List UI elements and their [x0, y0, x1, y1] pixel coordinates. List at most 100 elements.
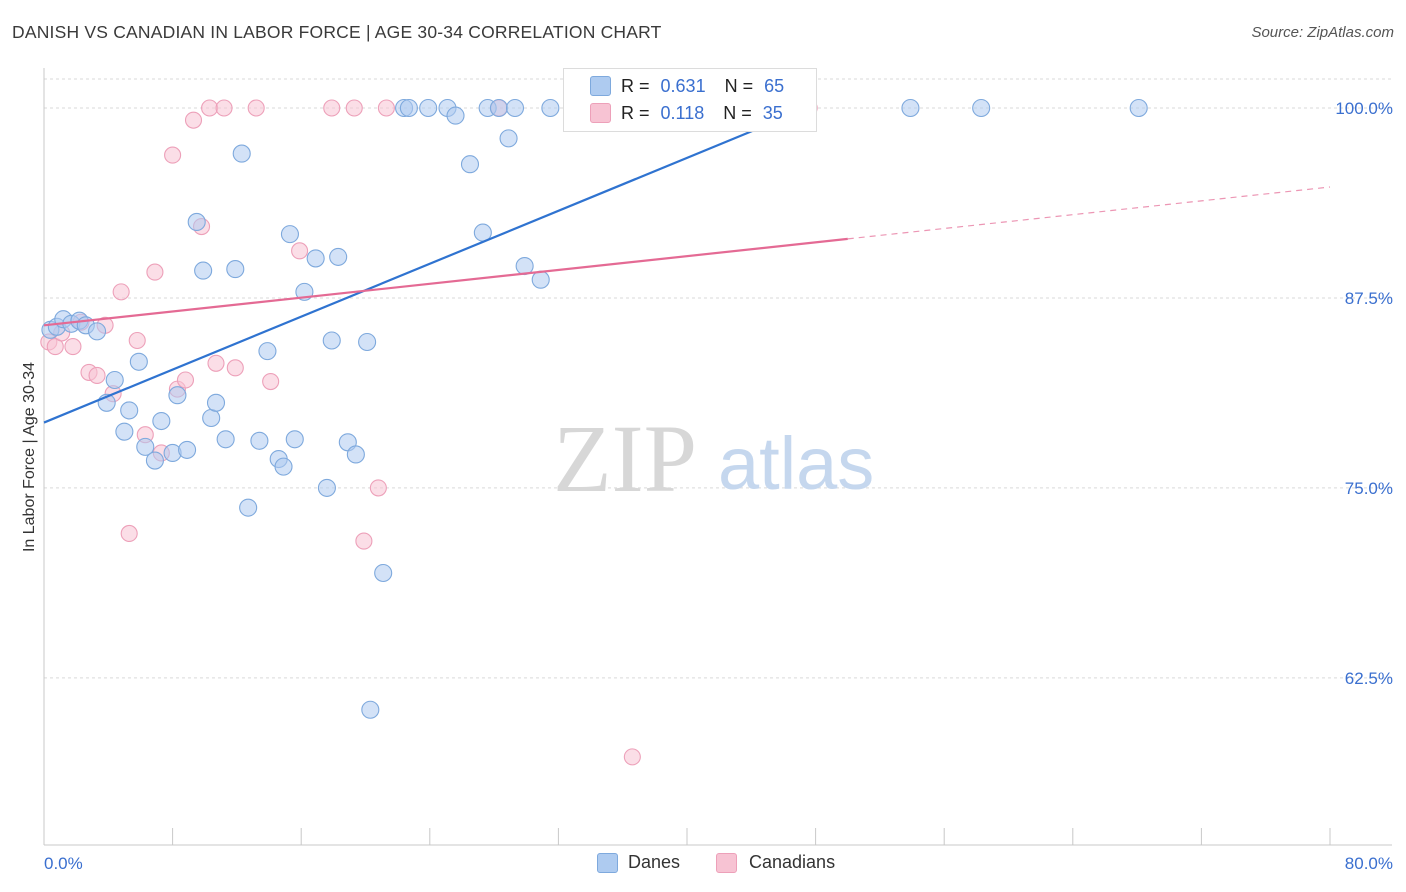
y-tick-label: 62.5% [1345, 669, 1393, 688]
dane-point [399, 98, 418, 118]
dane-point [285, 430, 304, 449]
source-label: Source: ZipAtlas.com [1251, 24, 1394, 41]
y-tick-label: 75.0% [1345, 479, 1393, 498]
canadian-point [88, 366, 106, 384]
canadian-point [46, 338, 64, 356]
canadian-point [207, 354, 225, 372]
dane-point [358, 332, 377, 352]
r-label: R = [621, 76, 650, 96]
x-tick-label: 0.0% [44, 854, 83, 873]
danes-swatch [590, 76, 611, 96]
canadian-point [215, 99, 233, 117]
canadian-point [377, 99, 395, 117]
watermark: ZIP atlas [553, 405, 874, 512]
dane-point [178, 440, 197, 459]
dane-point [206, 393, 226, 412]
canadians-trend-extension [847, 186, 1331, 240]
danes-legend-swatch [597, 853, 618, 873]
dane-point [152, 411, 171, 431]
dane-point [226, 260, 245, 279]
dane-point [499, 129, 518, 148]
dane-point [541, 98, 560, 118]
dane-point [232, 144, 251, 163]
canadians-swatch [590, 103, 611, 123]
canadian-point [247, 99, 265, 117]
dane-point [202, 408, 221, 428]
dane-point [87, 322, 107, 341]
r-value: 0.631 [660, 76, 706, 96]
canadian-point [262, 372, 280, 391]
canadian-point [201, 99, 219, 117]
canadians-points [40, 99, 818, 766]
canadians-trend-line [43, 237, 848, 327]
dane-point [129, 352, 148, 371]
dane-point [306, 249, 325, 268]
canadian-point [164, 146, 182, 164]
canadian-point [291, 242, 309, 260]
danes-points [41, 98, 1148, 719]
legend-row-canadians: R = 0.118 N = 35 [621, 103, 783, 124]
dane-point [346, 445, 365, 464]
canadian-point [226, 359, 244, 377]
danes-legend-label: Danes [628, 852, 681, 872]
legend-row-danes: R = 0.631 N = 65 [621, 76, 784, 97]
dane-point [374, 563, 393, 583]
canadians-legend-label: Canadians [749, 852, 836, 872]
y-axis-label: In Labor Force | Age 30-34 [21, 361, 38, 553]
dane-point [145, 451, 164, 470]
y-tick-label: 87.5% [1345, 289, 1393, 308]
x-tick-labels: 0.0% 80.0% [44, 854, 1393, 873]
n-value: 35 [762, 103, 783, 123]
dane-point [239, 498, 258, 517]
canadian-point [345, 99, 363, 117]
dane-point [901, 98, 920, 118]
dane-point [216, 430, 235, 449]
dane-point [258, 342, 277, 361]
chart-title: DANISH VS CANADIAN IN LABOR FORCE | AGE … [12, 22, 662, 42]
x-tick-label: 80.0% [1345, 854, 1393, 873]
dane-point [194, 261, 213, 280]
canadians-legend-swatch [716, 853, 737, 873]
dane-point [531, 270, 550, 289]
canadian-point [146, 263, 164, 281]
canadian-point [120, 524, 138, 543]
dane-point [329, 247, 348, 266]
dane-point [136, 437, 155, 456]
r-value: 0.118 [660, 103, 705, 123]
dane-point [115, 422, 134, 441]
canadian-point [64, 338, 82, 356]
y-tick-labels: 100.0% 87.5% 75.0% 62.5% [1335, 99, 1393, 688]
axes [43, 68, 1392, 846]
n-value: 65 [764, 76, 785, 96]
danes-trend-line [43, 103, 817, 424]
n-label: N = [723, 103, 752, 123]
dane-point [460, 155, 480, 174]
watermark-zip: ZIP [553, 405, 697, 512]
watermark-atlas: atlas [718, 422, 874, 505]
dane-point [322, 331, 341, 350]
trend-lines [43, 103, 1331, 424]
dane-point [972, 98, 991, 118]
dane-point [280, 225, 299, 244]
n-label: N = [724, 76, 754, 96]
dane-point [419, 98, 438, 118]
dane-point [250, 431, 269, 450]
dane-point [274, 457, 293, 476]
canadian-point [128, 331, 146, 350]
canadian-point [184, 111, 203, 129]
dane-point [361, 700, 380, 719]
canadian-point [355, 532, 373, 550]
canadian-point [623, 748, 641, 766]
dane-point [187, 212, 206, 232]
dane-point [168, 386, 187, 405]
dane-point [489, 98, 508, 118]
gridlines [44, 78, 1392, 679]
dane-point [317, 478, 336, 497]
canadian-point [369, 479, 387, 497]
dane-point [120, 401, 139, 420]
correlation-legend: R = 0.631 N = 65 R = 0.118 N = 35 [563, 68, 817, 132]
dane-point [1129, 98, 1148, 118]
canadian-point [176, 371, 195, 389]
canadian-point [323, 99, 341, 117]
